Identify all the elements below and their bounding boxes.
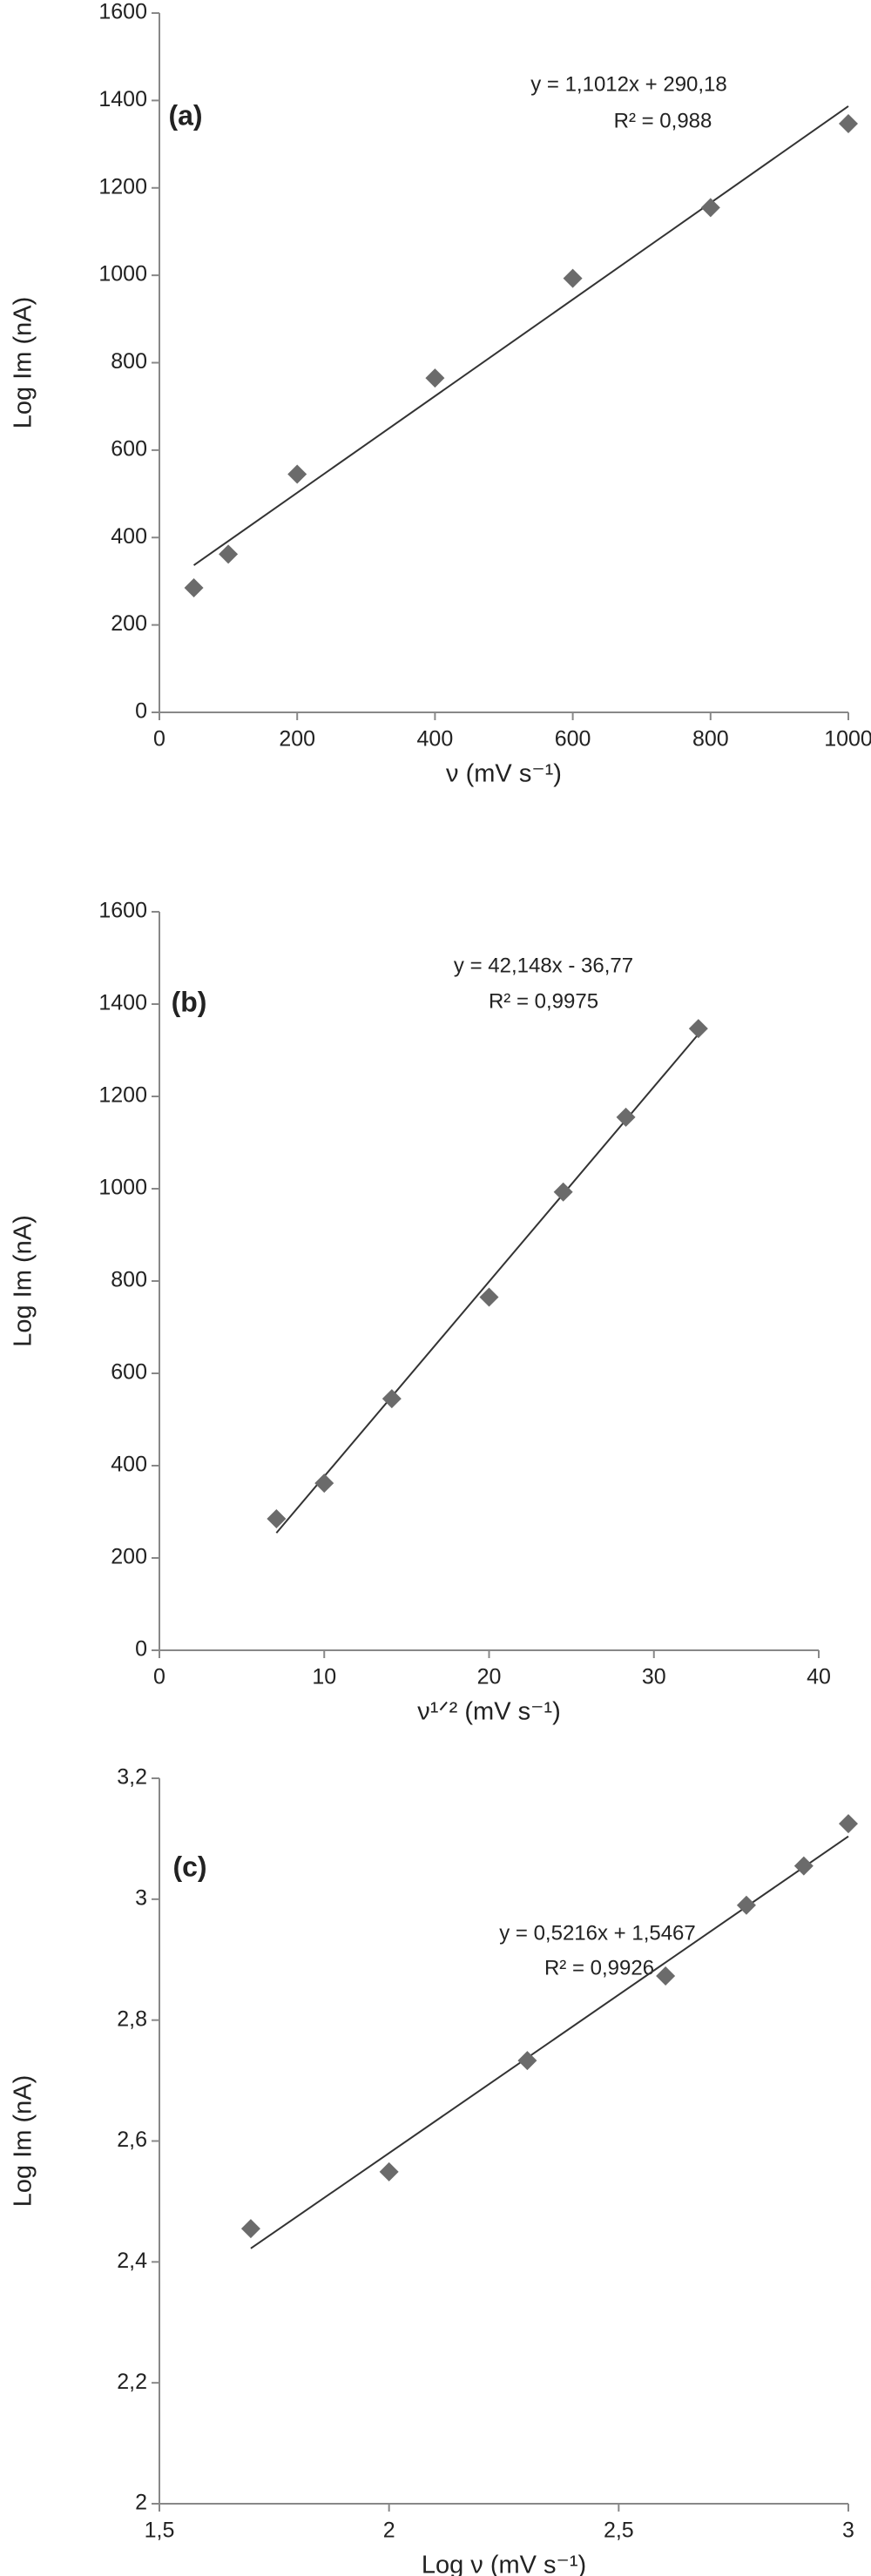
y-tick-label: 2,4 <box>117 2249 147 2273</box>
r-squared: R² = 0,9926 <box>544 1956 654 1979</box>
data-point <box>219 544 239 564</box>
data-point <box>479 1287 499 1307</box>
x-tick-label: 3 <box>842 2519 854 2543</box>
y-tick-label: 200 <box>111 611 147 636</box>
y-tick-label: 0 <box>135 699 147 724</box>
y-tick-label: 1200 <box>98 1083 147 1108</box>
x-tick-label: 20 <box>477 1665 502 1689</box>
data-point <box>379 2161 399 2182</box>
y-axis-title: Log Im (nA) <box>10 2075 37 2208</box>
data-point <box>314 1473 334 1494</box>
data-point <box>553 1182 573 1202</box>
x-tick-label: 2,5 <box>604 2519 634 2543</box>
data-point <box>700 198 720 218</box>
y-tick-label: 600 <box>111 1360 147 1385</box>
trendline <box>275 1033 699 1534</box>
y-tick-label: 2,6 <box>117 2128 147 2152</box>
y-tick-label: 1200 <box>98 174 147 199</box>
data-point <box>736 1895 756 1915</box>
x-tick-label: 0 <box>153 1665 165 1689</box>
y-tick-label: 1400 <box>98 991 147 1015</box>
y-tick-label: 3 <box>135 1885 147 1910</box>
panel-label: (a) <box>168 99 202 131</box>
x-tick-label: 200 <box>279 727 315 752</box>
y-tick-label: 3,2 <box>117 1765 147 1790</box>
panel-label: (c) <box>172 1851 206 1882</box>
y-tick-label: 2,2 <box>117 2370 147 2394</box>
y-axis-title: Log Im (nA) <box>10 1215 37 1347</box>
y-tick-label: 400 <box>111 1453 147 1477</box>
data-point <box>563 268 583 288</box>
x-tick-label: 1000 <box>824 727 871 752</box>
y-tick-label: 1600 <box>98 899 147 923</box>
equation: y = 1,1012x + 290,18 <box>530 72 727 96</box>
y-tick-label: 800 <box>111 349 147 374</box>
r-squared: R² = 0,988 <box>614 109 712 132</box>
r-squared: R² = 0,9975 <box>489 989 598 1013</box>
x-tick-label: 10 <box>312 1665 336 1689</box>
x-tick-label: 600 <box>555 727 591 752</box>
y-tick-label: 1000 <box>98 262 147 287</box>
data-point <box>839 113 858 133</box>
y-tick-label: 400 <box>111 524 147 549</box>
data-point <box>425 368 445 388</box>
y-tick-label: 2 <box>135 2491 147 2515</box>
y-tick-label: 800 <box>111 1268 147 1292</box>
x-tick-label: 400 <box>417 727 454 752</box>
y-tick-label: 1600 <box>98 0 147 24</box>
data-point <box>517 2051 537 2071</box>
x-tick-label: 1,5 <box>145 2519 175 2543</box>
x-tick-label: 0 <box>153 727 165 752</box>
data-point <box>287 464 307 484</box>
y-tick-label: 1400 <box>98 87 147 111</box>
y-tick-label: 2,8 <box>117 2006 147 2031</box>
x-tick-label: 40 <box>807 1665 831 1689</box>
trendline <box>192 105 849 566</box>
panel-label: (b) <box>172 986 207 1017</box>
data-point <box>184 577 204 597</box>
x-tick-label: 2 <box>383 2519 395 2543</box>
data-point <box>688 1019 708 1039</box>
y-tick-label: 1000 <box>98 1176 147 1200</box>
x-axis-title: ν¹ᐟ² (mV s⁻¹) <box>417 1698 560 1726</box>
equation: y = 42,148x - 36,77 <box>454 954 633 977</box>
data-point <box>267 1508 287 1528</box>
x-axis-title: ν (mV s⁻¹) <box>446 760 562 788</box>
y-tick-label: 0 <box>135 1637 147 1662</box>
data-point <box>240 2219 260 2239</box>
y-tick-label: 200 <box>111 1545 147 1569</box>
trendline <box>250 1835 849 2249</box>
data-point <box>656 1966 676 1986</box>
data-point <box>381 1389 402 1409</box>
x-axis-title: Log ν (mV s⁻¹) <box>422 2552 586 2576</box>
x-tick-label: 30 <box>642 1665 666 1689</box>
y-axis-title: Log Im (nA) <box>10 297 37 429</box>
equation: y = 0,5216x + 1,5467 <box>499 1921 696 1945</box>
data-point <box>839 1814 858 1834</box>
data-point <box>793 1856 814 1876</box>
x-tick-label: 800 <box>692 727 729 752</box>
data-point <box>616 1107 636 1127</box>
y-tick-label: 600 <box>111 436 147 461</box>
